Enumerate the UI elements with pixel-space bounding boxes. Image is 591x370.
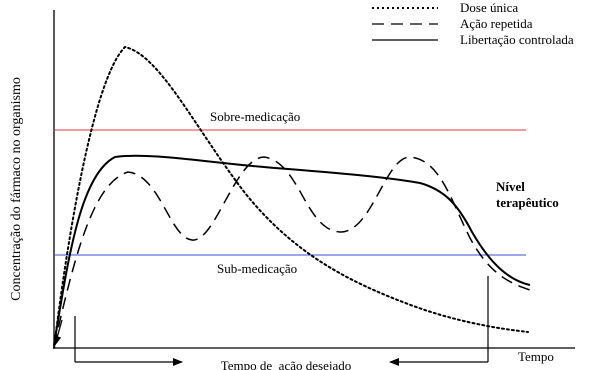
origin-arrow <box>53 319 63 346</box>
x-axis-label: Tempo <box>518 349 554 364</box>
series-repeated-dose-curve <box>53 156 531 347</box>
legend: Dose única Ação repetida Libertação cont… <box>372 0 574 47</box>
series-controlled-release-curve <box>53 154 531 346</box>
action-span-label: Tempo de ação desejado <box>221 358 351 370</box>
over-medication-label: Sobre-medicação <box>210 109 300 124</box>
legend-label-repeated-dose: Ação repetida <box>460 16 533 31</box>
therapeutic-label-line2: terapêutico <box>496 195 559 210</box>
therapeutic-label-line1: Nível <box>496 179 525 194</box>
y-axis-label: Concentração do fármaco no organismo <box>9 77 24 301</box>
legend-label-single-dose: Dose única <box>460 0 518 15</box>
under-medication-label: Sub-medicação <box>217 261 297 276</box>
series-single-dose-curve <box>53 45 529 349</box>
legend-label-controlled-release: Libertação controlada <box>460 32 574 47</box>
